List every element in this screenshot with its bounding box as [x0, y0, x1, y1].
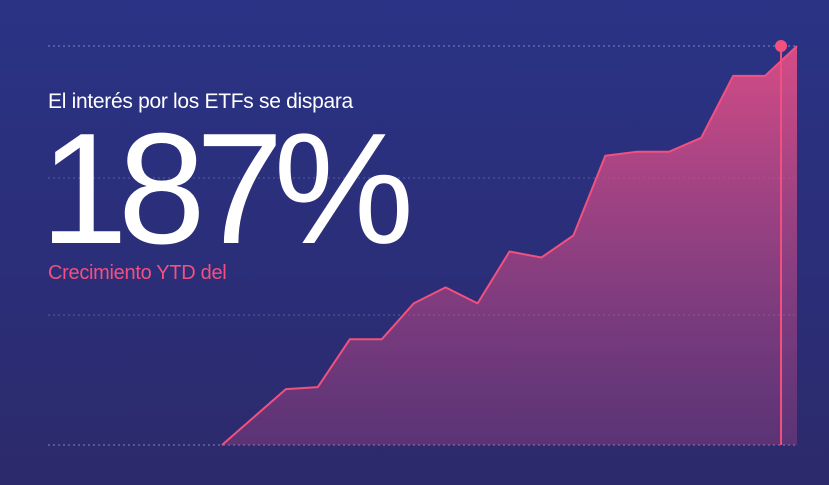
headline: El interés por los ETFs se dispara	[48, 90, 353, 113]
series-area	[221, 45, 798, 446]
current-marker	[775, 40, 788, 445]
growth-percentage: 187%	[40, 101, 414, 277]
growth-caption: Crecimiento YTD del	[48, 262, 227, 284]
marker-dot	[775, 40, 788, 52]
area-fill	[222, 46, 797, 445]
series-line	[221, 45, 798, 446]
